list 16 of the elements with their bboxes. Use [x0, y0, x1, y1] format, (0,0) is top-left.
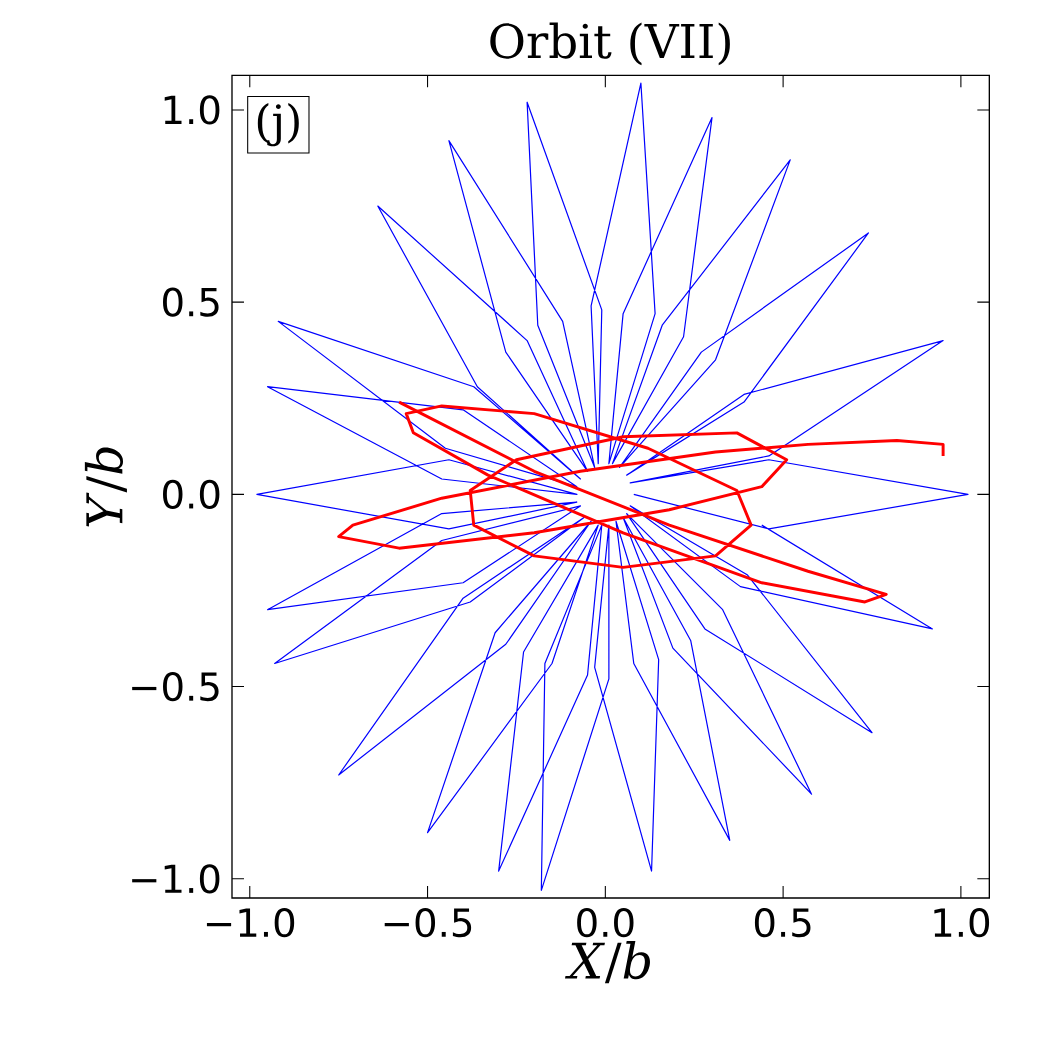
- x-tick-label: 0.5: [754, 908, 811, 938]
- y-axis-title: Y/b: [84, 447, 127, 527]
- line-series: [256, 82, 969, 891]
- x-tick-label: −1.0: [206, 908, 295, 938]
- y-tick-label: 0.5: [163, 287, 219, 317]
- x-tick-label: −0.5: [384, 908, 472, 938]
- y-tick-label: 0.0: [163, 479, 220, 509]
- y-tick-label: 1.0: [164, 95, 220, 125]
- line-series: [337, 400, 945, 604]
- y-tick-label: −0.5: [132, 671, 219, 702]
- annotation: (j): [257, 103, 299, 147]
- chart-title: Orbit (VII): [490, 22, 730, 66]
- x-tick-label: 0.0: [577, 908, 634, 938]
- x-tick-label: 1.0: [934, 908, 990, 938]
- x-axis-title: X/b: [565, 941, 650, 984]
- y-tick-label: −1.0: [132, 864, 220, 894]
